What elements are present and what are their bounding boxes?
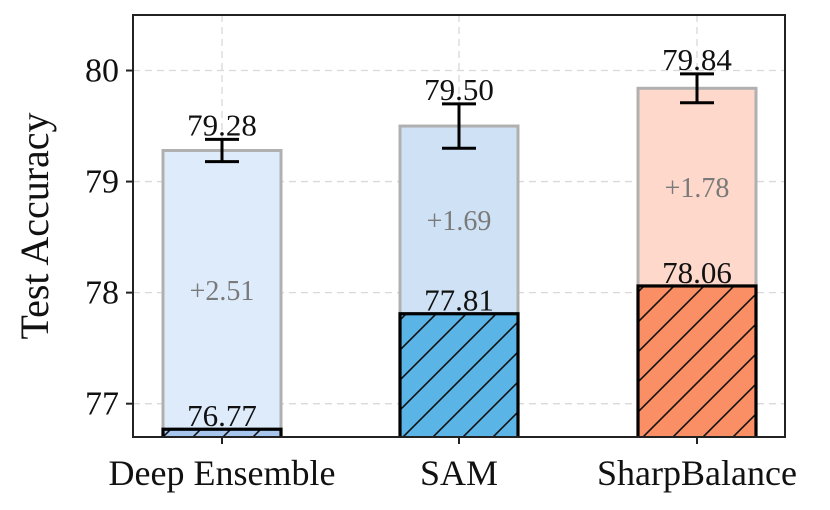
y-axis-label: Test Accuracy [12,112,57,339]
axes: 77 78 79 80 Deep Ensemble SAM SharpBalance [85,53,797,493]
y-tick-label: 79 [85,164,119,201]
total-value-label: 79.84 [662,42,732,77]
base-bar-hatch [636,284,758,437]
y-tick-label: 78 [85,275,119,312]
gain-label: +1.78 [665,173,730,204]
x-tick-label: SharpBalance [597,453,797,493]
data-labels: 79.28 76.77 +2.51 79.50 77.81 +1.69 79.84 78.06… [187,42,732,433]
gain-label: +2.51 [190,276,255,307]
base-value-label: 76.77 [187,398,257,433]
base-bar-hatch [161,427,283,437]
base-bar-hatch [398,312,520,437]
total-value-label: 79.50 [424,72,494,107]
total-value-label: 79.28 [187,107,257,142]
error-bars [205,72,714,164]
y-tick-label: 80 [85,53,119,90]
base-value-label: 78.06 [662,255,732,290]
y-tick-label: 77 [85,386,119,423]
x-tick-label: SAM [420,453,498,493]
x-tick-label: Deep Ensemble [109,453,336,493]
bars [161,86,758,437]
base-value-label: 77.81 [424,283,494,318]
gain-label: +1.69 [427,206,492,237]
